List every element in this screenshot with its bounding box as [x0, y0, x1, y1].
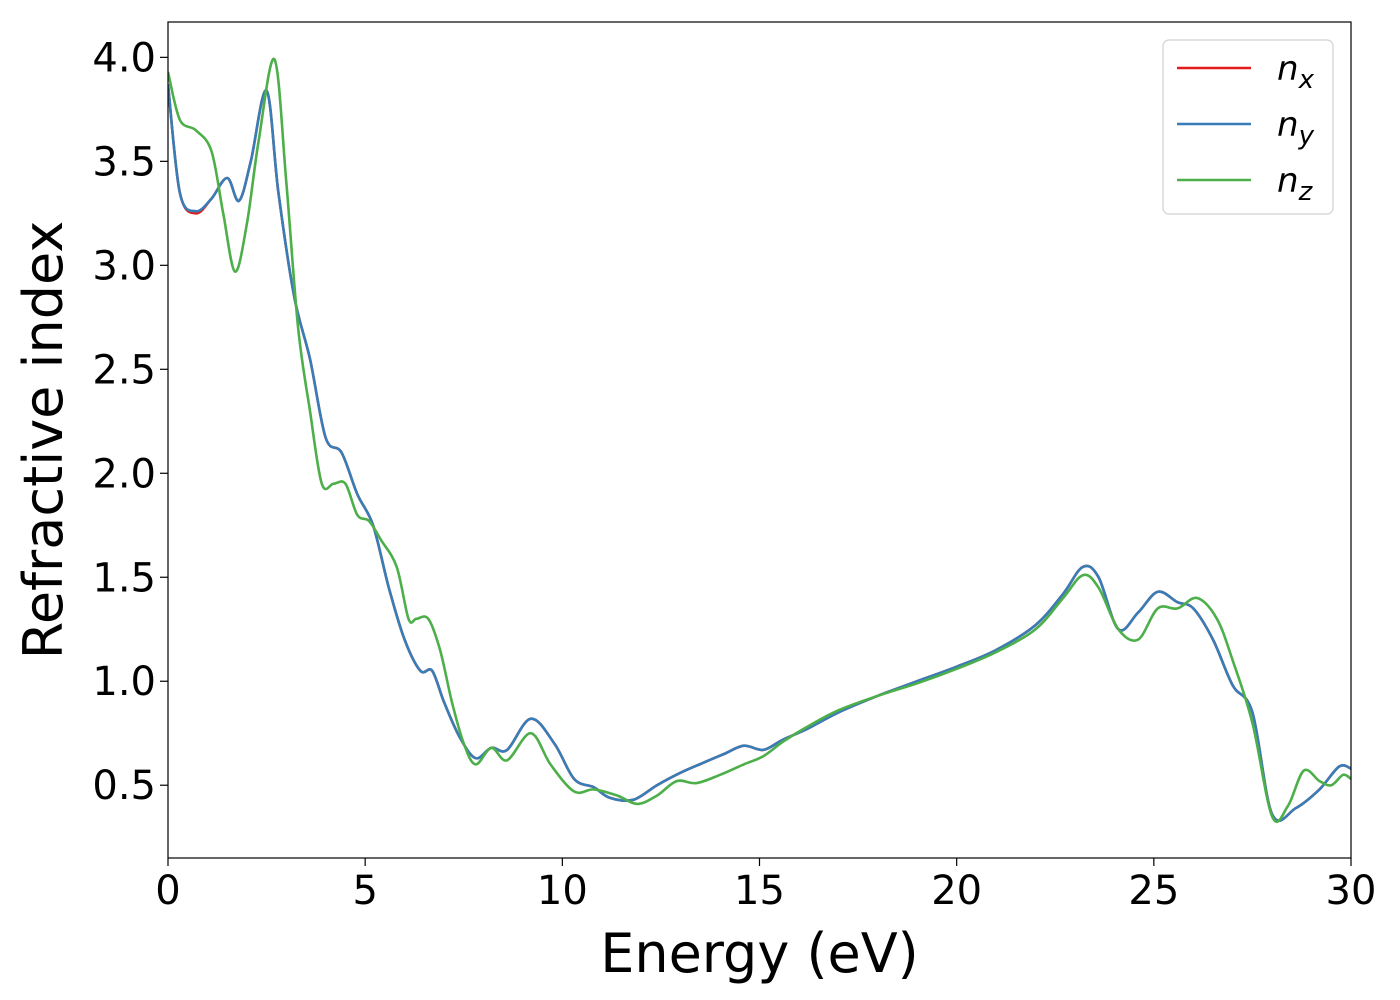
y-tick-label: 1.5 [92, 555, 156, 601]
y-tick-label: 4.0 [92, 35, 156, 81]
legend-box [1162, 39, 1334, 215]
legend-item-nx: nx [1177, 49, 1315, 95]
series-line-nz [168, 57, 1351, 824]
y-tick-label: 3.5 [92, 139, 156, 185]
x-axis-title: Energy (eV) [600, 922, 919, 985]
y-tick-label: 1.0 [92, 659, 156, 705]
x-tick-label: 25 [1128, 868, 1179, 914]
legend: nx ny nz [1162, 39, 1334, 215]
x-tick-label: 5 [352, 868, 377, 914]
x-tick-label: 15 [734, 868, 785, 914]
y-axis: 0.5 1.0 1.5 2.0 2.5 3.0 3.5 4.0 [92, 35, 168, 809]
y-tick-label: 0.5 [92, 763, 156, 809]
legend-item-ny: ny [1177, 105, 1315, 151]
x-tick-label: 10 [537, 868, 588, 914]
x-tick-label: 0 [155, 868, 180, 914]
legend-label: nx [1277, 49, 1315, 95]
legend-item-nz: nz [1177, 161, 1314, 207]
legend-label: nz [1277, 161, 1314, 207]
series-layer [168, 57, 1351, 824]
y-tick-label: 2.0 [92, 451, 156, 497]
y-tick-label: 3.0 [92, 243, 156, 289]
x-tick-label: 20 [931, 868, 982, 914]
legend-label: ny [1277, 105, 1315, 151]
y-tick-label: 2.5 [92, 347, 156, 393]
y-axis-title: Refractive index [12, 221, 75, 660]
x-axis: 0 5 10 15 20 25 30 [155, 858, 1376, 914]
x-tick-label: 30 [1326, 868, 1377, 914]
